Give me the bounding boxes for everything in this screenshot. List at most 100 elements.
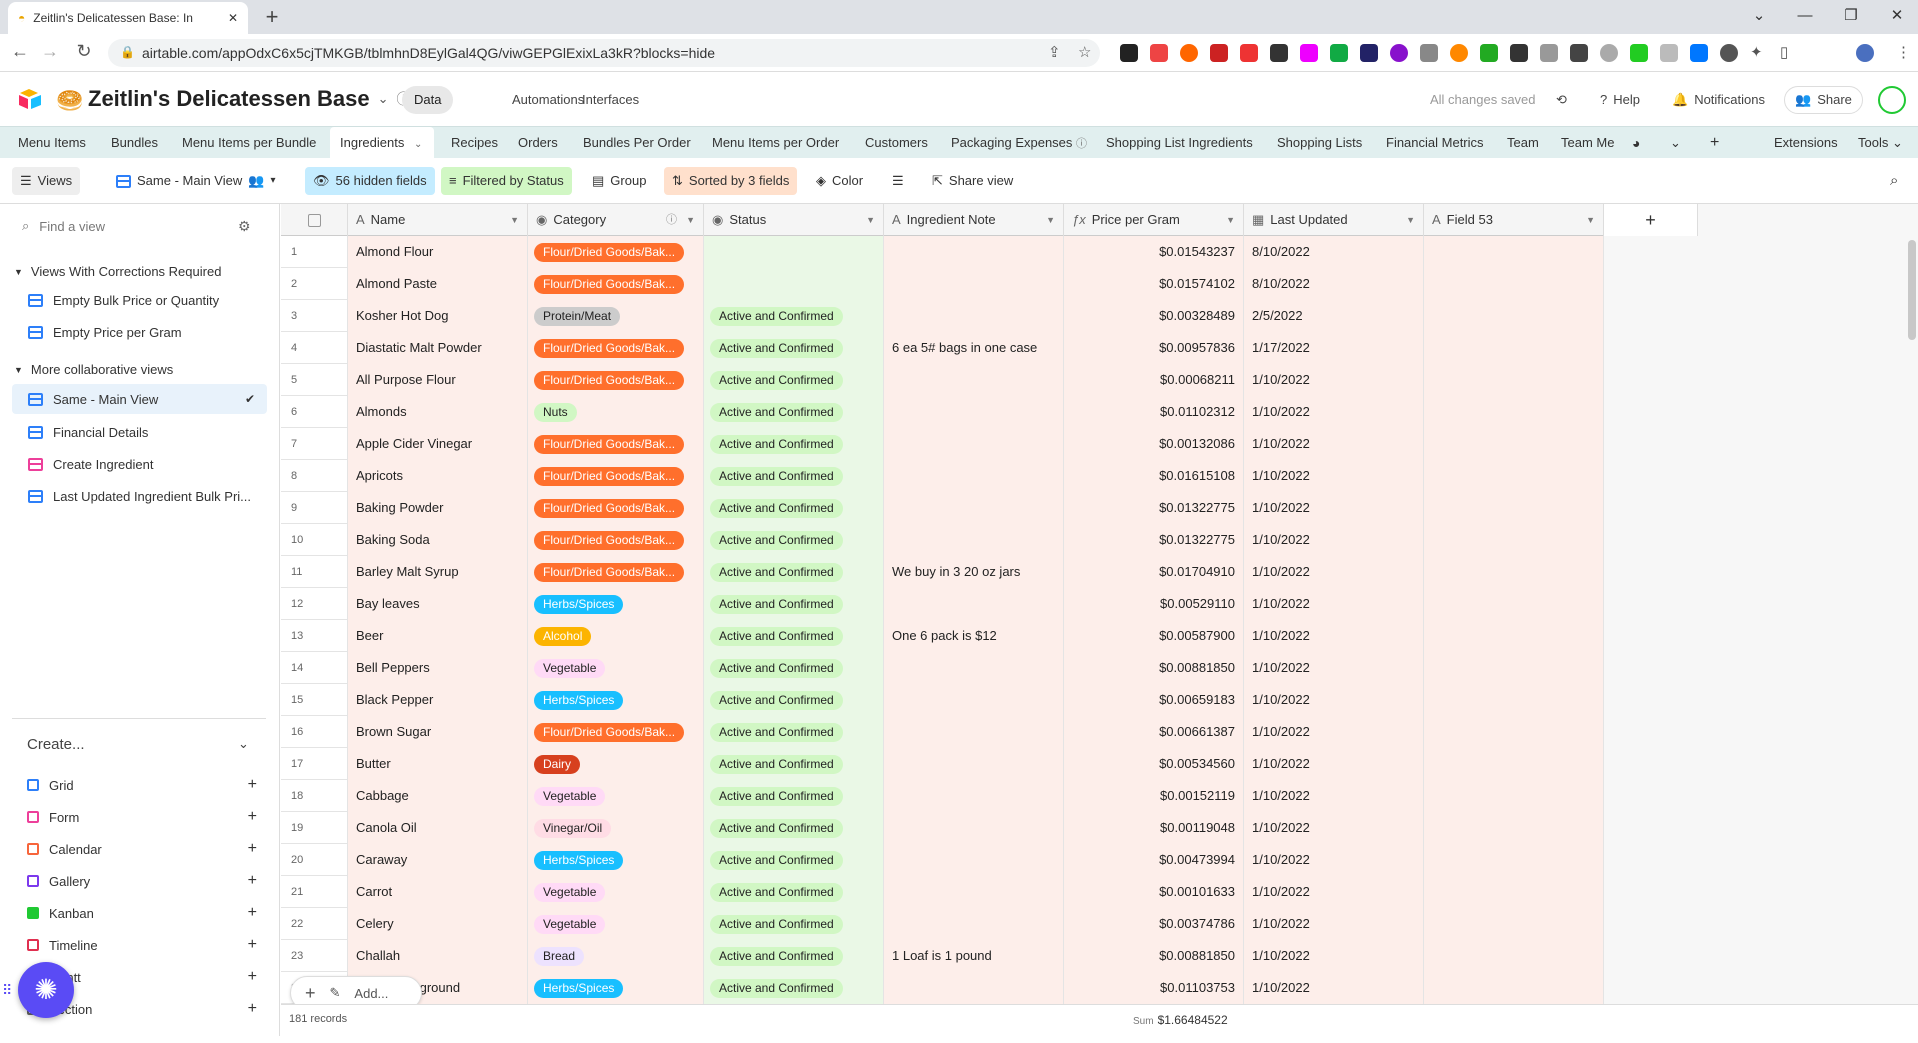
cell-price-per-gram[interactable]: $0.01574102 (1064, 268, 1244, 300)
cell-price-per-gram[interactable]: $0.00529110 (1064, 588, 1244, 620)
column-header-field-53[interactable]: A Field 53 ▼ (1424, 204, 1604, 236)
cell-status[interactable]: Active and Confirmed (704, 844, 884, 876)
table-row[interactable]: 6 Almonds Nuts Active and Confirmed $0.01102… (281, 396, 1604, 428)
table-row[interactable]: 4 Diastatic Malt Powder Flour/Dried Goods/… (281, 332, 1604, 364)
cell-status[interactable]: Active and Confirmed (704, 588, 884, 620)
chevron-down-icon[interactable]: ⌄ (413, 139, 423, 150)
cell-name[interactable]: Bell Peppers (348, 652, 528, 684)
extension-icon[interactable] (1390, 44, 1408, 62)
cell-category[interactable]: Flour/Dried Goods/Bak... (528, 236, 704, 268)
cell-field-53[interactable] (1424, 844, 1604, 876)
cell-category[interactable]: Flour/Dried Goods/Bak... (528, 332, 704, 364)
user-avatar[interactable] (1878, 86, 1906, 114)
cell-price-per-gram[interactable]: $0.00587900 (1064, 620, 1244, 652)
cell-name[interactable]: Bay leaves (348, 588, 528, 620)
tab-search-icon[interactable]: ⌄ (1752, 7, 1766, 24)
table-row[interactable]: 11 Barley Malt Syrup Flour/Dried Goods/Bak… (281, 556, 1604, 588)
cell-price-per-gram[interactable]: $0.00101633 (1064, 876, 1244, 908)
column-header-name[interactable]: A Name ▼ (348, 204, 528, 236)
cell-last-updated[interactable]: 1/10/2022 (1244, 844, 1424, 876)
view-financial-details[interactable]: Financial Details (12, 417, 267, 447)
cell-last-updated[interactable]: 1/10/2022 (1244, 652, 1424, 684)
extensions-button[interactable]: Extensions (1774, 135, 1838, 150)
table-row[interactable]: 21 Carrot Vegetable Active and Confirmed $0.… (281, 876, 1604, 908)
cell-ingredient-note[interactable] (884, 524, 1064, 556)
cell-name[interactable]: Almond Flour (348, 236, 528, 268)
table-row[interactable]: 19 Canola Oil Vinegar/Oil Active and Confir… (281, 812, 1604, 844)
cell-field-53[interactable] (1424, 812, 1604, 844)
view-create-ingredient[interactable]: Create Ingredient (12, 449, 267, 479)
extension-icon[interactable] (1480, 44, 1498, 62)
table-row[interactable]: 22 Celery Vegetable Active and Confirmed $0.… (281, 908, 1604, 940)
cell-status[interactable]: Active and Confirmed (704, 940, 884, 972)
table-row[interactable]: 23 Challah Bread Active and Confirmed 1 Loaf… (281, 940, 1604, 972)
group-button[interactable]: ▤ Group (584, 167, 654, 195)
cell-price-per-gram[interactable]: $0.00957836 (1064, 332, 1244, 364)
create-gallery[interactable]: Gallery + (27, 870, 257, 892)
help-button[interactable]: ? Help (1600, 86, 1640, 114)
cell-status[interactable]: Active and Confirmed (704, 684, 884, 716)
add-table-icon[interactable]: + (1710, 134, 1720, 151)
cell-price-per-gram[interactable]: $0.00152119 (1064, 780, 1244, 812)
cell-category[interactable]: Vegetable (528, 908, 704, 940)
gear-icon[interactable]: ⚙ (238, 218, 251, 234)
cell-category[interactable]: Flour/Dried Goods/Bak... (528, 524, 704, 556)
chevron-down-icon[interactable]: ▼ (1226, 215, 1235, 225)
extension-icon[interactable] (1570, 44, 1588, 62)
cell-field-53[interactable] (1424, 652, 1604, 684)
table-tab-financial-metrics[interactable]: Financial Metrics (1386, 135, 1484, 150)
cell-ingredient-note[interactable]: 1 Loaf is 1 pound (884, 940, 1064, 972)
cell-ingredient-note[interactable] (884, 908, 1064, 940)
new-tab-icon[interactable]: + (265, 4, 279, 29)
restore-icon[interactable]: ❐ (1844, 7, 1858, 24)
table-row[interactable]: 2 Almond Paste Flour/Dried Goods/Bak... $0.… (281, 268, 1604, 300)
cell-field-53[interactable] (1424, 332, 1604, 364)
extensions-puzzle-icon[interactable]: ✦ (1750, 44, 1763, 61)
cell-ingredient-note[interactable] (884, 876, 1064, 908)
table-tab-team-me[interactable]: Team Me (1561, 135, 1615, 150)
cell-last-updated[interactable]: 8/10/2022 (1244, 236, 1424, 268)
extension-icon[interactable] (1660, 44, 1678, 62)
cell-field-53[interactable] (1424, 620, 1604, 652)
cell-status[interactable]: Active and Confirmed (704, 876, 884, 908)
cell-last-updated[interactable]: 1/10/2022 (1244, 748, 1424, 780)
cell-last-updated[interactable]: 1/10/2022 (1244, 908, 1424, 940)
cell-ingredient-note[interactable] (884, 428, 1064, 460)
table-row[interactable]: 18 Cabbage Vegetable Active and Confirmed $0… (281, 780, 1604, 812)
cell-field-53[interactable] (1424, 524, 1604, 556)
cell-price-per-gram[interactable]: $0.01543237 (1064, 236, 1244, 268)
cell-field-53[interactable] (1424, 972, 1604, 1004)
cell-ingredient-note[interactable]: One 6 pack is $12 (884, 620, 1064, 652)
cell-ingredient-note[interactable] (884, 460, 1064, 492)
notifications-button[interactable]: 🔔 Notifications (1672, 86, 1765, 114)
back-icon[interactable]: ← (11, 41, 29, 61)
table-tab-menu-items[interactable]: Menu Items (18, 135, 86, 150)
create-calendar[interactable]: Calendar + (27, 838, 257, 860)
table-row[interactable]: 13 Beer Alcohol Active and Confirmed One 6 p… (281, 620, 1604, 652)
cell-category[interactable]: Vegetable (528, 876, 704, 908)
drag-handle-icon[interactable]: ⠿ (2, 982, 13, 998)
forward-icon[interactable]: → (41, 41, 59, 61)
cell-name[interactable]: Almonds (348, 396, 528, 428)
views-toggle-button[interactable]: ☰ Views (12, 167, 81, 195)
cell-price-per-gram[interactable]: $0.01102312 (1064, 396, 1244, 428)
cell-name[interactable]: Baking Powder (348, 492, 528, 524)
browser-tab[interactable]: ◓ Zeitlin's Delicatessen Base: In ✕ (8, 2, 248, 34)
cell-status[interactable]: Active and Confirmed (704, 364, 884, 396)
cell-ingredient-note[interactable] (884, 748, 1064, 780)
create-timeline[interactable]: Timeline + (27, 934, 257, 956)
cell-last-updated[interactable]: 1/10/2022 (1244, 556, 1424, 588)
table-row[interactable]: 15 Black Pepper Herbs/Spices Active and Con… (281, 684, 1604, 716)
cell-name[interactable]: Canola Oil (348, 812, 528, 844)
cell-name[interactable]: Black Pepper (348, 684, 528, 716)
extension-icon[interactable] (1150, 44, 1168, 62)
cell-category[interactable]: Flour/Dried Goods/Bak... (528, 428, 704, 460)
table-row[interactable]: 16 Brown Sugar Flour/Dried Goods/Bak... Act… (281, 716, 1604, 748)
cell-category[interactable]: Herbs/Spices (528, 588, 704, 620)
cell-category[interactable]: Herbs/Spices (528, 684, 704, 716)
extension-icon[interactable] (1360, 44, 1378, 62)
cell-category[interactable]: Flour/Dried Goods/Bak... (528, 268, 704, 300)
view-section-collaborative[interactable]: ▼ More collaborative views (14, 362, 173, 377)
cell-ingredient-note[interactable] (884, 236, 1064, 268)
view-last-updated[interactable]: Last Updated Ingredient Bulk Pri... (12, 481, 267, 511)
